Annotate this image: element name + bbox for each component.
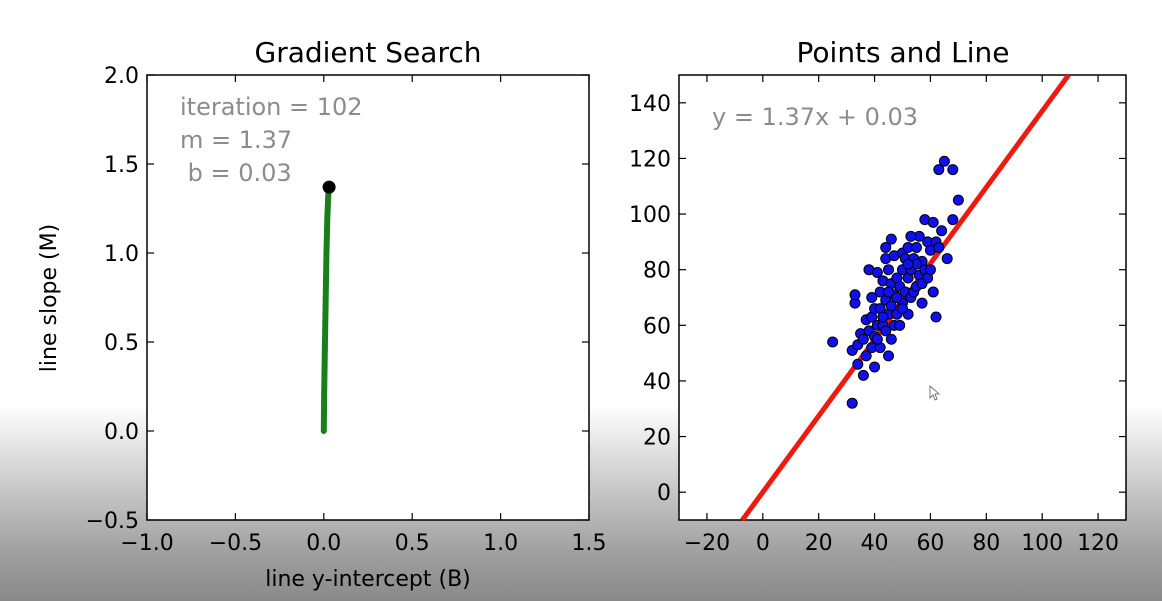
scatter-point (894, 319, 906, 331)
scatter-point (883, 286, 895, 298)
mouse-cursor-icon (929, 385, 941, 401)
x-tick-label: −0.5 (209, 531, 262, 556)
scatter-point (933, 164, 945, 176)
scatter-point (936, 225, 948, 237)
x-axis-label: line y-intercept (B) (265, 567, 471, 592)
gradient-search-chart: Gradient Search −1.0 −0.5 0.0 0.5 1.0 1.5−0.5… (37, 36, 607, 592)
axis-ticks: −1.0 −0.5 0.0 0.5 1.0 1.5−0.50.00.51.01.52.0 (86, 64, 607, 556)
scatter-point (880, 241, 892, 253)
current-parameter-point (322, 180, 336, 194)
scatter-point (938, 155, 950, 167)
y-axis-label: line slope (M) (37, 224, 62, 372)
chart-title: Points and Line (797, 36, 1010, 69)
scatter-point (927, 216, 939, 228)
x-tick-label: −1.0 (120, 531, 173, 556)
scatter-point (871, 333, 883, 345)
y-tick-label: 40 (643, 370, 671, 395)
scatter-point (827, 336, 839, 348)
scatter-point (897, 303, 908, 315)
y-tick-label: 80 (643, 259, 671, 284)
scatter-point (852, 358, 864, 370)
scatter-point (857, 333, 869, 345)
chart-title: Gradient Search (255, 36, 482, 69)
y-tick-label: −0.5 (86, 509, 139, 534)
y-tick-label: 1.0 (104, 242, 139, 267)
scatter-point (905, 230, 917, 242)
scatter-point (866, 292, 878, 303)
scatter-point (877, 311, 889, 323)
scatter-point (857, 369, 869, 381)
iteration-annotation: iteration = 102 (180, 93, 363, 121)
y-tick-label: 20 (643, 426, 671, 451)
scatter-point (885, 300, 897, 312)
scatter-point (916, 297, 928, 309)
scatter-point (849, 289, 861, 301)
scatter-point (880, 325, 892, 337)
points-and-line-chart: Points and Line −20 0 20 40 60 80 100 120 0 20 40 6… (629, 36, 1127, 556)
descent-path (320, 180, 336, 434)
x-tick-label: 60 (916, 531, 944, 556)
scatter-point (930, 311, 942, 323)
scatter-point (860, 350, 872, 362)
y-tick-label: 120 (629, 147, 671, 172)
scatter-point (902, 258, 914, 270)
x-tick-label: 20 (805, 531, 833, 556)
scatter-point (869, 361, 881, 373)
scatter-point (927, 286, 939, 298)
x-tick-label: 1.0 (483, 531, 518, 556)
y-tick-label: 0.0 (104, 420, 139, 445)
x-tick-label: 0 (756, 531, 770, 556)
x-tick-label: 0.0 (306, 531, 341, 556)
scatter-point (891, 292, 903, 303)
scatter-point (947, 164, 959, 176)
y-tick-label: 140 (629, 92, 671, 117)
scatter-point (924, 264, 936, 276)
scatter-point (885, 233, 897, 245)
intercept-annotation: b = 0.03 (180, 159, 292, 187)
scatter-point (933, 241, 945, 253)
scatter-point (947, 214, 959, 226)
axis-ticks: −20 0 20 40 60 80 100 120 0 20 40 60 80 100 120 140 (629, 75, 1126, 556)
scatter-point (883, 350, 895, 362)
x-tick-label: 120 (1077, 531, 1119, 556)
x-tick-label: 0.5 (395, 531, 430, 556)
scatter-point (883, 264, 895, 276)
scatter-point (952, 194, 964, 206)
y-tick-label: 0.5 (104, 331, 139, 356)
scatter-point (941, 253, 953, 265)
x-tick-label: −20 (684, 531, 730, 556)
data-points (827, 155, 964, 409)
scatter-point (871, 266, 883, 278)
y-tick-label: 0 (657, 481, 671, 506)
y-tick-label: 60 (643, 314, 671, 339)
plot-area (146, 74, 590, 521)
scatter-point (885, 333, 897, 345)
scatter-point (910, 241, 922, 253)
x-tick-label: 40 (861, 531, 889, 556)
scatter-point (846, 397, 858, 409)
y-tick-label: 2.0 (104, 64, 139, 89)
descent-path-line (320, 184, 333, 434)
y-tick-label: 100 (629, 203, 671, 228)
x-tick-label: 80 (972, 531, 1000, 556)
x-tick-label: 1.5 (572, 531, 607, 556)
equation-annotation: y = 1.37x + 0.03 (712, 103, 918, 131)
x-tick-label: 100 (1021, 531, 1063, 556)
y-tick-label: 1.5 (104, 153, 139, 178)
slope-annotation: m = 1.37 (180, 126, 292, 154)
